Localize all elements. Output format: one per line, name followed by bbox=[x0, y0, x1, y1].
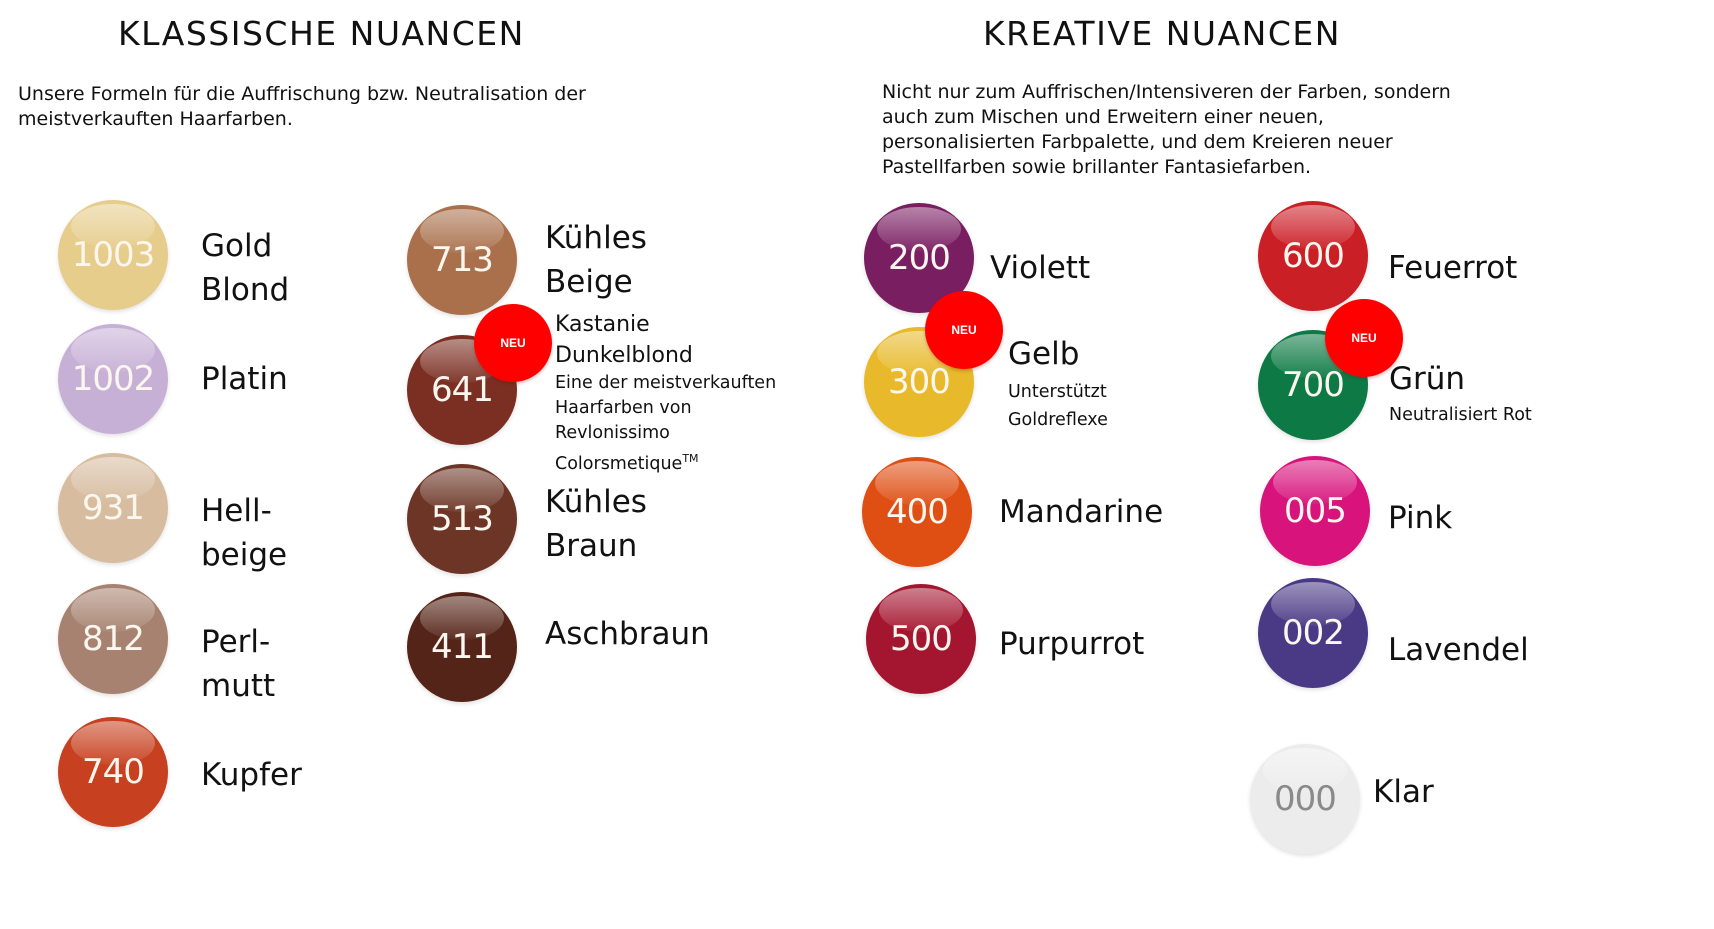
swatch-label-931: Hell-beige bbox=[201, 493, 288, 573]
swatch-label-812: Perl-mutt bbox=[201, 624, 276, 704]
swatch-code: 411 bbox=[431, 627, 494, 667]
swatch-label-1002: Platin bbox=[201, 361, 288, 397]
swatch-513: 513 bbox=[407, 464, 517, 574]
swatch-000: 000 bbox=[1250, 744, 1360, 854]
neu-badge: NEU bbox=[925, 291, 1003, 369]
trademark-sup: TM bbox=[682, 452, 699, 465]
swatch-812: 812 bbox=[58, 584, 168, 694]
swatch-600: 600 bbox=[1258, 201, 1368, 311]
swatch-740: 740 bbox=[58, 717, 168, 827]
swatch-label-005: Pink bbox=[1388, 500, 1453, 536]
swatch-002: 002 bbox=[1258, 578, 1368, 688]
swatch-code: 931 bbox=[82, 488, 145, 528]
swatch-label-411: Aschbraun bbox=[545, 616, 710, 652]
swatch-desc-641: Eine der meistverkauften Haarfarben von … bbox=[555, 373, 777, 474]
swatch-400: 400 bbox=[862, 457, 972, 567]
swatch-desc-300: Unterstützt Goldreflexe bbox=[1008, 382, 1108, 430]
swatch-code: 812 bbox=[82, 619, 145, 659]
swatch-713: 713 bbox=[407, 205, 517, 315]
swatch-label-300: Gelb bbox=[1008, 336, 1080, 372]
swatch-label-1003: Gold Blond bbox=[201, 228, 290, 308]
swatch-label-513: Kühles Braun bbox=[545, 484, 647, 564]
swatch-desc-700: Neutralisiert Rot bbox=[1389, 405, 1532, 425]
swatch-931: 931 bbox=[58, 453, 168, 563]
swatch-label-700: Grün bbox=[1389, 361, 1466, 397]
swatch-code: 300 bbox=[888, 362, 951, 402]
swatch-label-600: Feuerrot bbox=[1388, 250, 1518, 286]
swatch-code: 641 bbox=[431, 370, 494, 410]
kreativ-intro: Nicht nur zum Auffrischen/Intensiveren d… bbox=[882, 81, 1451, 178]
swatch-code: 740 bbox=[82, 752, 145, 792]
swatch-label-500: Purpurrot bbox=[999, 626, 1145, 662]
swatch-code: 500 bbox=[890, 619, 953, 659]
swatch-code: 400 bbox=[886, 492, 949, 532]
swatch-code: 005 bbox=[1284, 491, 1347, 531]
swatch-500: 500 bbox=[866, 584, 976, 694]
swatch-label-000: Klar bbox=[1373, 774, 1434, 810]
swatch-1002: 1002 bbox=[58, 324, 168, 434]
klassisch-intro-line2: meistverkauften Haarfarben. bbox=[18, 108, 293, 130]
neu-badge: NEU bbox=[474, 304, 552, 382]
swatch-label-641: Kastanie Dunkelblond bbox=[555, 312, 693, 368]
klassisch-intro: Unsere Formeln für die Auffrischung bzw.… bbox=[18, 82, 586, 132]
swatch-code: 600 bbox=[1282, 236, 1345, 276]
swatch-code: 000 bbox=[1274, 779, 1337, 819]
swatch-label-002: Lavendel bbox=[1388, 632, 1529, 668]
swatch-code: 513 bbox=[431, 499, 494, 539]
kreativ-title: KREATIVE NUANCEN bbox=[983, 14, 1341, 53]
swatch-code: 1002 bbox=[71, 359, 156, 399]
swatch-label-400: Mandarine bbox=[999, 494, 1164, 530]
swatch-code: 200 bbox=[888, 238, 951, 278]
swatch-411: 411 bbox=[407, 592, 517, 702]
swatch-label-740: Kupfer bbox=[201, 757, 302, 793]
swatch-code: 002 bbox=[1282, 613, 1345, 653]
neu-badge: NEU bbox=[1325, 299, 1403, 377]
swatch-1003: 1003 bbox=[58, 200, 168, 310]
swatch-label-200: Violett bbox=[990, 250, 1091, 286]
swatch-code: 700 bbox=[1282, 365, 1345, 405]
swatch-005: 005 bbox=[1260, 456, 1370, 566]
swatch-code: 713 bbox=[431, 240, 494, 280]
swatch-700: 700 bbox=[1258, 330, 1368, 440]
klassisch-intro-line1: Unsere Formeln für die Auffrischung bzw.… bbox=[18, 83, 586, 105]
klassisch-title: KLASSISCHE NUANCEN bbox=[118, 14, 525, 53]
swatch-code: 1003 bbox=[71, 235, 156, 275]
swatch-label-713: Kühles Beige bbox=[545, 220, 647, 300]
